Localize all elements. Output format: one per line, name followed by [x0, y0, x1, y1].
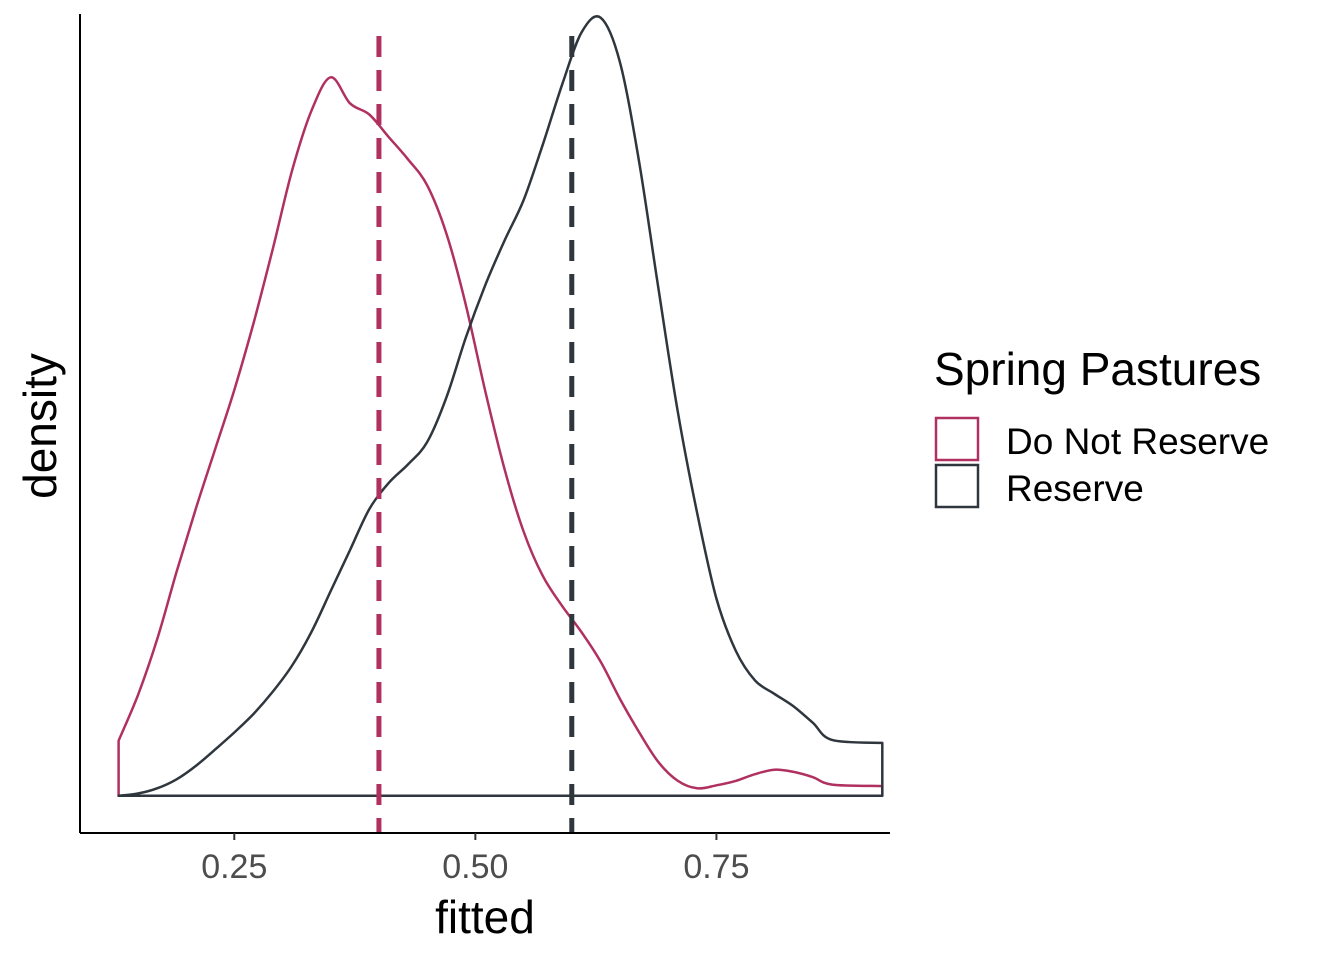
- legend: Spring Pastures Do Not Reserve Reserve: [934, 343, 1269, 509]
- density-curve-reserve: [117, 15, 884, 798]
- density-curve-do-not-reserve: [117, 76, 884, 798]
- y-axis-title: density: [14, 353, 66, 499]
- x-tick-label: 0.75: [683, 848, 749, 886]
- x-tick-label: 0.25: [201, 848, 267, 886]
- legend-label-reserve: Reserve: [1006, 468, 1144, 509]
- legend-title: Spring Pastures: [934, 343, 1261, 395]
- legend-key-reserve: [934, 463, 980, 509]
- x-axis-title: fitted: [435, 891, 535, 943]
- legend-key-do-not-reserve: [934, 416, 980, 462]
- legend-label-do-not-reserve: Do Not Reserve: [1006, 421, 1269, 462]
- x-axis-ticks: 0.25 0.50 0.75: [201, 833, 750, 886]
- x-tick-label: 0.50: [442, 848, 508, 886]
- plot-area: [117, 15, 884, 833]
